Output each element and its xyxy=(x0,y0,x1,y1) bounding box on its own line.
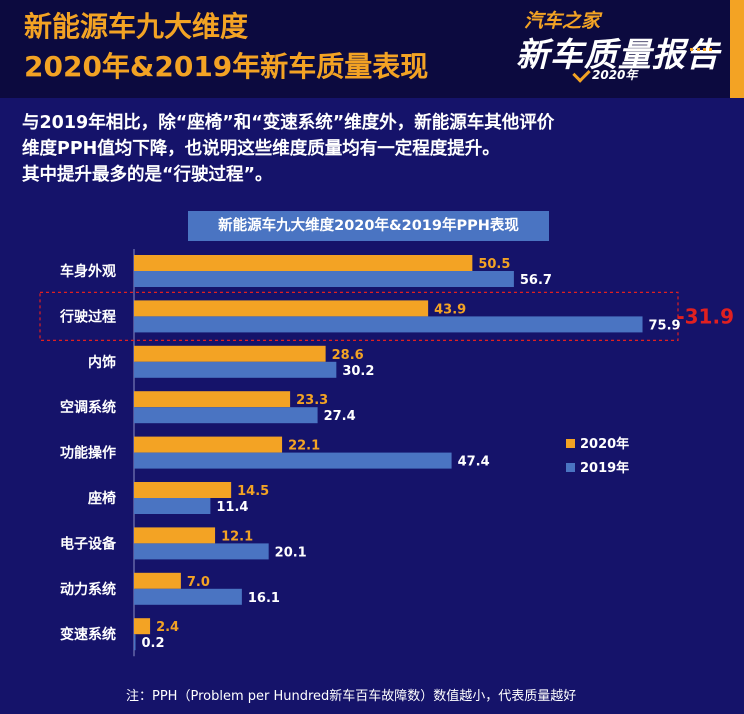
footnote: 注：PPH（Problem per Hundred新车百车故障数）数值越小，代表… xyxy=(126,689,577,704)
bar-2019 xyxy=(134,634,136,651)
data-label-2019: 75.9 xyxy=(649,318,681,333)
bar-2020 xyxy=(134,618,151,635)
summary-text: 与2019年相比，除“座椅”和“变速系统”维度外，新能源车其他评价 维度PPH值… xyxy=(22,110,732,188)
brand-dash-decoration xyxy=(690,48,712,51)
category-label: 动力系统 xyxy=(60,581,116,598)
bar-2019 xyxy=(134,543,269,560)
data-label-2020: 50.5 xyxy=(478,257,510,272)
data-label-2019: 11.4 xyxy=(216,500,248,515)
legend-label: 2019年 xyxy=(580,460,629,476)
legend-label: 2020年 xyxy=(580,436,629,452)
bar-2020 xyxy=(134,527,216,544)
bar-2020 xyxy=(134,391,291,408)
category-label: 车身外观 xyxy=(60,263,116,280)
data-label-2019: 56.7 xyxy=(520,273,552,288)
category-label: 内饰 xyxy=(88,354,116,371)
category-label: 功能操作 xyxy=(60,445,116,462)
category-label: 电子设备 xyxy=(60,535,117,552)
header: 新能源车九大维度 2020年&2019年新车质量表现 汽车之家 新车质量报告 2… xyxy=(0,0,744,98)
bar-2019 xyxy=(134,361,337,378)
data-label-2019: 20.1 xyxy=(275,545,307,560)
bar-2020 xyxy=(134,572,181,589)
category-label: 空调系统 xyxy=(60,399,116,416)
summary-line1: 与2019年相比，除“座椅”和“变速系统”维度外，新能源车其他评价 xyxy=(22,113,555,133)
brand-logo-main: 新车质量报告 xyxy=(516,35,720,74)
bar-2019 xyxy=(134,452,452,469)
category-label: 变速系统 xyxy=(60,626,116,643)
data-label-2019: 0.2 xyxy=(142,636,165,651)
legend-swatch xyxy=(566,439,575,448)
highlight-box xyxy=(39,291,679,341)
data-label-2019: 30.2 xyxy=(342,364,374,379)
data-label-2020: 28.6 xyxy=(332,348,364,363)
brand-logo-year: 2020年 xyxy=(592,68,638,82)
data-label-2019: 47.4 xyxy=(458,455,490,470)
page-title-line2: 2020年&2019年新车质量表现 xyxy=(24,50,429,83)
summary-line3: 其中提升最多的是“行驶过程”。 xyxy=(22,165,273,185)
bar-2020 xyxy=(134,436,283,453)
data-label-2020: 22.1 xyxy=(288,439,320,454)
bar-2020 xyxy=(134,300,429,317)
header-accent-bar xyxy=(730,0,744,98)
bar-2019 xyxy=(134,498,211,514)
category-label: 座椅 xyxy=(88,490,116,507)
bar-2020 xyxy=(134,482,232,498)
data-label-2020: 2.4 xyxy=(156,620,179,635)
data-label-2020: 7.0 xyxy=(187,575,210,590)
bar-2020 xyxy=(134,255,473,271)
bar-2019 xyxy=(134,316,643,333)
bar-2020 xyxy=(134,345,326,362)
data-label-2019: 27.4 xyxy=(324,409,356,424)
summary-line2: 维度PPH值均下降，也说明这些维度质量均有一定程度提升。 xyxy=(22,139,500,159)
data-label-2020: 12.1 xyxy=(221,529,253,544)
highlight-delta-label: -31.9 xyxy=(676,304,734,328)
chart-title: 新能源车九大维度2020年&2019年PPH表现 xyxy=(188,211,549,241)
data-label-2020: 43.9 xyxy=(434,302,466,317)
bar-2019 xyxy=(134,271,514,287)
bar-2019 xyxy=(134,588,242,605)
data-label-2020: 14.5 xyxy=(237,484,269,499)
bar-2019 xyxy=(134,407,318,424)
data-label-2019: 16.1 xyxy=(248,591,280,606)
category-label: 行驶过程 xyxy=(59,308,116,325)
brand-logo-top: 汽车之家 xyxy=(524,10,601,32)
data-label-2020: 23.3 xyxy=(296,393,328,408)
page-title-line1: 新能源车九大维度 xyxy=(24,10,249,43)
legend-swatch xyxy=(566,463,575,472)
